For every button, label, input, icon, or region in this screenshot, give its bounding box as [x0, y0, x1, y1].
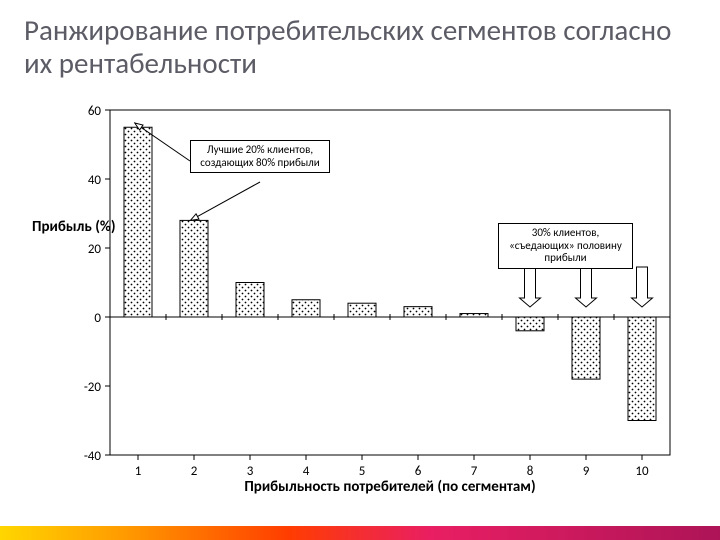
svg-text:40: 40 [88, 173, 102, 188]
callout-bottom30: 30% клиентов, «съедающих» половину прибы… [498, 223, 633, 269]
svg-text:20: 20 [88, 242, 102, 257]
svg-text:7: 7 [471, 464, 478, 479]
x-axis-title: Прибыльность потребителей (по сегментам) [190, 478, 590, 496]
svg-text:9: 9 [583, 464, 590, 479]
svg-text:-20: -20 [84, 380, 102, 395]
svg-text:10: 10 [635, 464, 649, 479]
slide: Ранжирование потребительских сегментов с… [0, 0, 720, 540]
y-axis-label: Прибыль (%) [32, 218, 116, 236]
svg-text:60: 60 [88, 104, 102, 119]
svg-text:6: 6 [415, 464, 422, 479]
svg-text:0: 0 [94, 311, 101, 326]
footer-gradient [0, 526, 720, 540]
svg-text:8: 8 [527, 464, 534, 479]
svg-text:3: 3 [247, 464, 254, 479]
slide-title: Ранжирование потребительских сегментов с… [24, 14, 694, 81]
chart-container: -40 -20 0 20 40 60 1 2 3 4 5 6 7 8 9 10 [55, 100, 685, 495]
svg-text:2: 2 [191, 464, 198, 479]
callout-top20: Лучшие 20% клиентов, создающих 80% прибы… [190, 140, 330, 173]
bar-chart: -40 -20 0 20 40 60 1 2 3 4 5 6 7 8 9 10 [55, 100, 685, 495]
svg-text:4: 4 [303, 464, 310, 479]
svg-text:5: 5 [359, 464, 366, 479]
svg-text:-40: -40 [84, 449, 102, 464]
svg-text:1: 1 [135, 464, 142, 479]
